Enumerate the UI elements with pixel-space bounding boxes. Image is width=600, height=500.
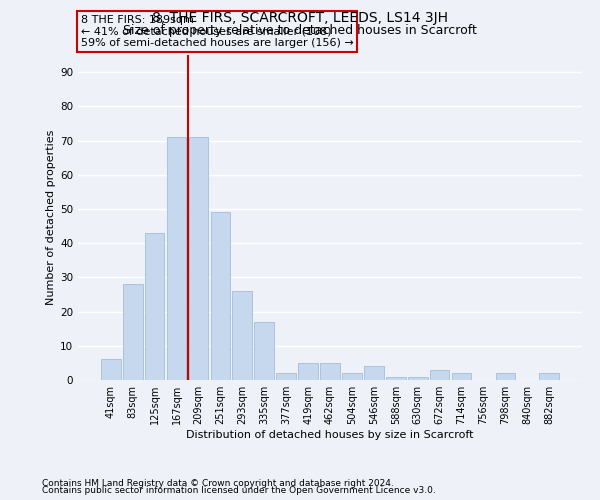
Bar	[145, 233, 164, 380]
Bar	[211, 212, 230, 380]
Bar	[430, 370, 449, 380]
Bar	[254, 322, 274, 380]
Bar	[101, 360, 121, 380]
Bar	[539, 373, 559, 380]
Bar	[276, 373, 296, 380]
Text: Contains public sector information licensed under the Open Government Licence v3: Contains public sector information licen…	[42, 486, 436, 495]
Bar	[298, 363, 318, 380]
Text: 8, THE FIRS, SCARCROFT, LEEDS, LS14 3JH: 8, THE FIRS, SCARCROFT, LEEDS, LS14 3JH	[152, 11, 448, 25]
X-axis label: Distribution of detached houses by size in Scarcroft: Distribution of detached houses by size …	[186, 430, 474, 440]
Bar	[452, 373, 472, 380]
Bar	[408, 376, 428, 380]
Bar	[167, 137, 187, 380]
Bar	[232, 291, 252, 380]
Bar	[496, 373, 515, 380]
Bar	[188, 137, 208, 380]
Y-axis label: Number of detached properties: Number of detached properties	[46, 130, 56, 305]
Text: Size of property relative to detached houses in Scarcroft: Size of property relative to detached ho…	[123, 24, 477, 37]
Bar	[342, 373, 362, 380]
Bar	[364, 366, 384, 380]
Bar	[386, 376, 406, 380]
Text: 8 THE FIRS: 189sqm
← 41% of detached houses are smaller (108)
59% of semi-detach: 8 THE FIRS: 189sqm ← 41% of detached hou…	[80, 16, 353, 48]
Text: Contains HM Land Registry data © Crown copyright and database right 2024.: Contains HM Land Registry data © Crown c…	[42, 478, 394, 488]
Bar	[320, 363, 340, 380]
Bar	[123, 284, 143, 380]
